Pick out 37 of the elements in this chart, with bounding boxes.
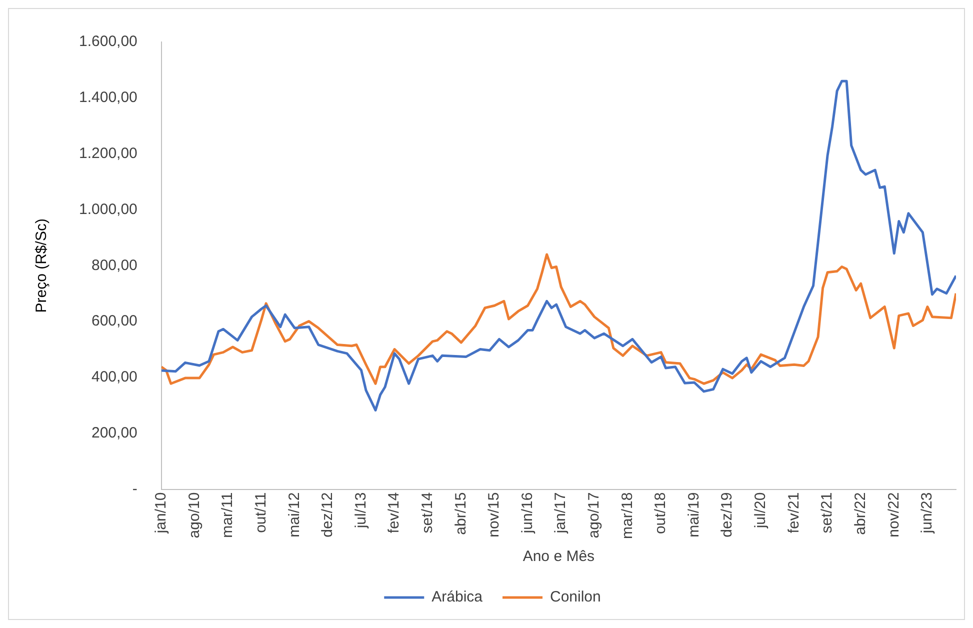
x-tick-label: ago/10 xyxy=(186,492,203,538)
x-tick-label: ago/17 xyxy=(586,492,603,538)
y-tick-label: 1.200,00 xyxy=(79,144,138,162)
x-tick-label: mai/12 xyxy=(286,492,303,538)
x-tick-label: jun/16 xyxy=(518,492,536,534)
y-tick-label: 1.600,00 xyxy=(79,33,138,50)
y-tick-label: - xyxy=(132,480,138,498)
x-tick-label: mar/18 xyxy=(618,492,636,540)
x-tick-label: set/21 xyxy=(818,492,836,534)
x-tick-label: jul/13 xyxy=(352,492,370,530)
legend-label: Arábica xyxy=(432,588,484,606)
x-tick-label: dez/12 xyxy=(319,492,336,538)
legend-label: Conilon xyxy=(550,588,601,606)
x-tick-label: jul/20 xyxy=(752,492,770,530)
x-tick-label: fev/14 xyxy=(386,492,403,534)
x-tick-label: dez/19 xyxy=(718,492,736,538)
y-tick-label: 1.400,00 xyxy=(79,89,138,106)
x-axis-title: Ano e Mês xyxy=(522,548,595,566)
x-tick-label: jun/23 xyxy=(918,492,936,534)
x-tick-label: fev/21 xyxy=(785,492,802,534)
x-tick-label: mar/11 xyxy=(219,492,236,538)
x-tick-label: abr/22 xyxy=(852,492,869,535)
y-tick-label: 200,00 xyxy=(92,424,138,442)
x-tick-label: mai/19 xyxy=(685,492,702,538)
y-tick-label: 800,00 xyxy=(92,256,138,274)
x-tick-label: jan/17 xyxy=(552,492,570,534)
y-axis-title: Preço (R$/Sc) xyxy=(33,218,50,313)
x-tick-label: nov/15 xyxy=(486,492,503,538)
x-tick-label: nov/22 xyxy=(885,492,902,538)
x-tick-label: abr/15 xyxy=(452,492,470,535)
x-tick-label: set/14 xyxy=(418,492,436,534)
x-tick-label: jan/10 xyxy=(152,492,170,534)
x-tick-label: out/18 xyxy=(652,492,670,534)
y-tick-label: 400,00 xyxy=(92,368,138,386)
x-tick-label: out/11 xyxy=(252,492,270,533)
y-tick-label: 1.000,00 xyxy=(79,200,138,218)
y-tick-label: 600,00 xyxy=(92,312,138,330)
